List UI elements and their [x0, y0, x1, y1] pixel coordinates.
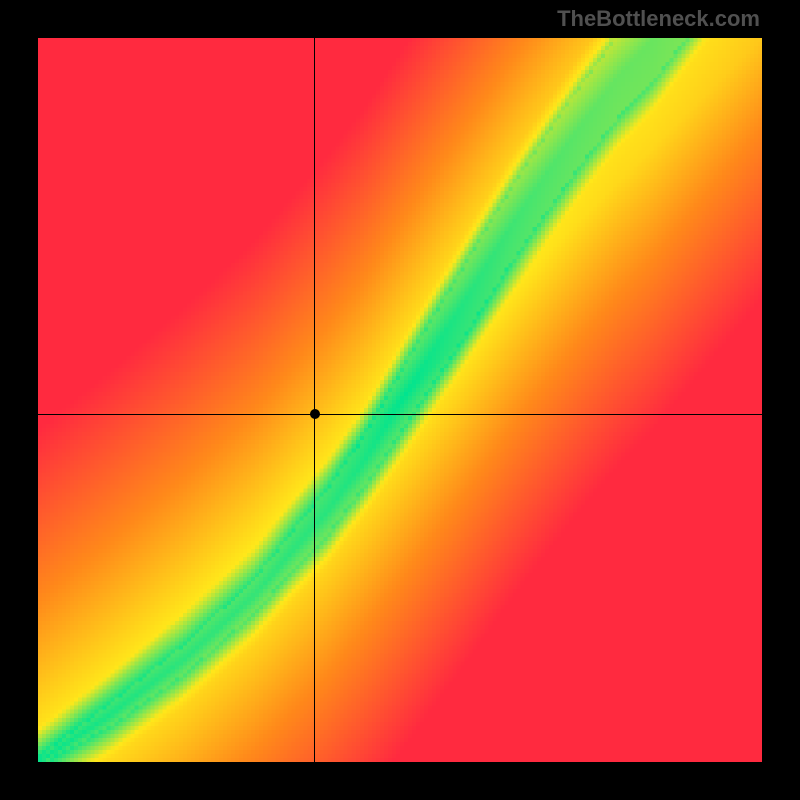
crosshair-vertical — [314, 38, 315, 762]
bottleneck-heatmap — [38, 38, 762, 762]
chart-container: { "watermark": { "text": "TheBottleneck.… — [0, 0, 800, 800]
crosshair-horizontal — [38, 414, 762, 415]
watermark-text: TheBottleneck.com — [557, 6, 760, 32]
config-marker-dot — [310, 409, 320, 419]
